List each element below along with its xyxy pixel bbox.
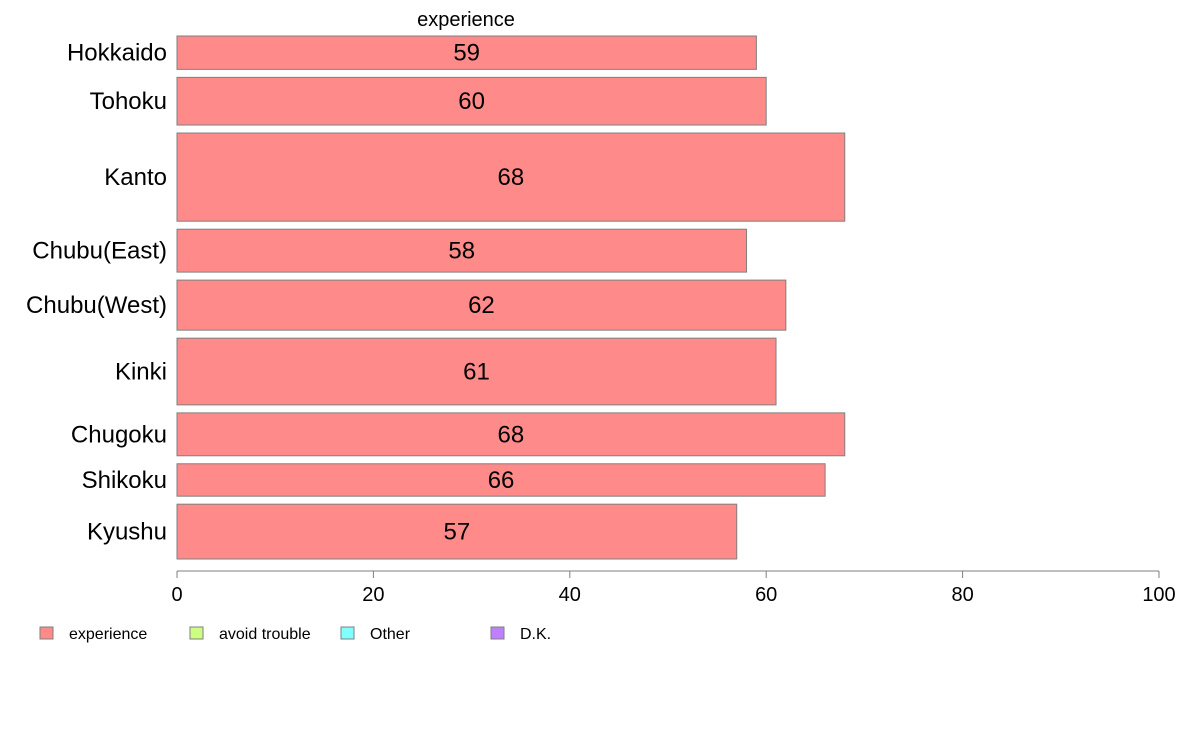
bar-kanto — [176, 132, 846, 222]
legend-label-experience: experience — [69, 626, 147, 643]
data-label: 68 — [498, 164, 525, 191]
legend-swatch-experience — [39, 626, 54, 640]
category-label: Chugoku — [71, 421, 167, 448]
data-label: 59 — [453, 40, 480, 67]
category-label: Kanto — [104, 164, 167, 191]
legend-swatch-other — [340, 626, 355, 640]
legend-label-avoid-trouble: avoid trouble — [219, 626, 311, 643]
category-label: Hokkaido — [67, 40, 167, 67]
bar-kyushu — [176, 503, 738, 560]
bar-chubu-east — [176, 228, 748, 273]
category-label: Chubu(West) — [26, 292, 167, 319]
data-label: 61 — [463, 359, 490, 386]
category-label: Tohoku — [90, 88, 167, 115]
bar-shikoku — [176, 463, 826, 497]
category-label: Kinki — [115, 359, 167, 386]
x-tick-label: 80 — [951, 584, 973, 606]
bar-hokkaido — [176, 35, 757, 70]
legend-label-d-k: D.K. — [520, 626, 551, 643]
data-label: 66 — [488, 467, 515, 494]
x-tick-label: 20 — [362, 584, 384, 606]
bar-chugoku — [176, 412, 846, 457]
x-tick-label: 100 — [1142, 584, 1175, 606]
x-tick-label: 40 — [559, 584, 581, 606]
bars-layer: Hokkaido 59 Tohoku 60 Kanto 68 Chubu(East) 58 Ch… — [26, 35, 846, 560]
chart-title: experience — [417, 9, 515, 31]
legend-label-other: Other — [370, 626, 411, 643]
x-tick-label: 60 — [755, 584, 777, 606]
category-label: Shikoku — [82, 467, 167, 494]
category-label: Kyushu — [87, 519, 167, 546]
data-label: 68 — [498, 421, 525, 448]
bar-tohoku — [176, 76, 767, 126]
x-axis: 0 20 40 60 80 100 — [171, 570, 1176, 606]
data-label: 58 — [448, 238, 475, 265]
data-label: 62 — [468, 292, 495, 319]
data-label: 60 — [458, 88, 485, 115]
bar-kinki — [176, 337, 777, 406]
legend-swatch-avoid-trouble — [189, 626, 204, 640]
legend: experience avoid trouble Other D.K. — [39, 626, 551, 643]
legend-swatch-d-k — [490, 626, 505, 640]
bar-chubu-west — [176, 279, 787, 331]
category-label: Chubu(East) — [32, 238, 167, 265]
x-tick-label: 0 — [171, 584, 182, 606]
data-label: 57 — [444, 519, 471, 546]
